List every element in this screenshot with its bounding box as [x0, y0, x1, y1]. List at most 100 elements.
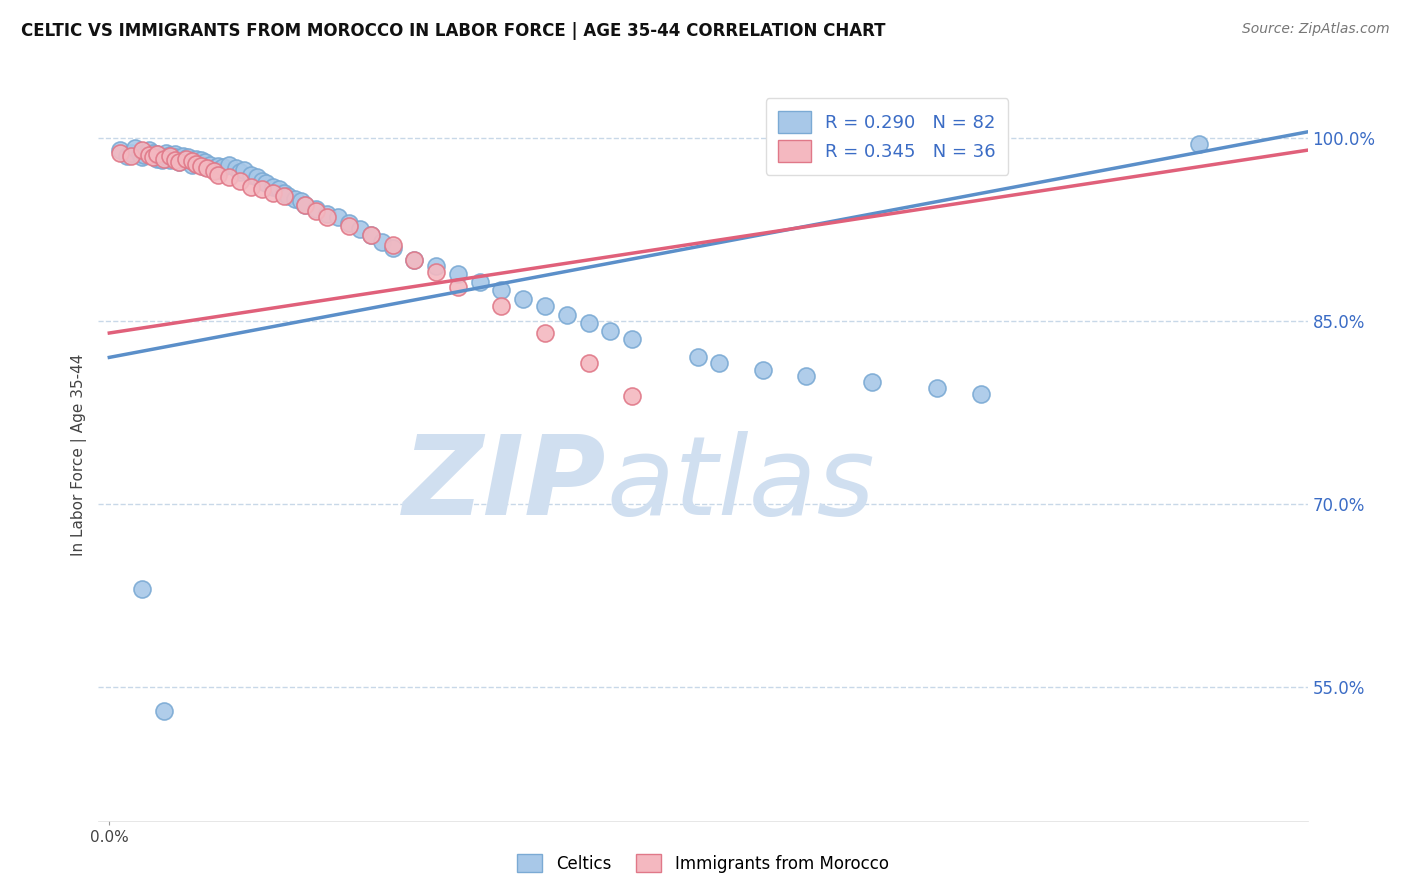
Point — [108, 143, 131, 157]
Point — [381, 238, 404, 252]
Point — [138, 143, 160, 157]
Point — [305, 204, 328, 219]
Point — [360, 228, 382, 243]
Point — [1188, 137, 1211, 152]
Point — [326, 211, 349, 225]
Point — [425, 259, 447, 273]
Point — [360, 228, 382, 243]
Point — [337, 216, 360, 230]
Point — [233, 162, 256, 177]
Point — [138, 148, 160, 162]
Point — [269, 182, 291, 196]
Point — [131, 582, 153, 596]
Point — [195, 161, 218, 176]
Point — [425, 265, 447, 279]
Point — [262, 179, 284, 194]
Point — [447, 279, 470, 293]
Point — [142, 145, 165, 160]
Point — [229, 174, 252, 188]
Point — [128, 146, 150, 161]
Point — [159, 149, 181, 163]
Y-axis label: In Labor Force | Age 35-44: In Labor Force | Age 35-44 — [72, 354, 87, 556]
Point — [115, 149, 138, 163]
Point — [198, 158, 221, 172]
Point — [120, 145, 142, 160]
Point — [190, 153, 212, 167]
Point — [277, 189, 299, 203]
Point — [294, 198, 316, 212]
Point — [146, 146, 169, 161]
Text: ZIP: ZIP — [402, 431, 606, 538]
Point — [207, 159, 229, 173]
Point — [120, 149, 142, 163]
Point — [381, 241, 404, 255]
Point — [155, 145, 177, 160]
Point — [305, 202, 328, 216]
Legend: R = 0.290   N = 82, R = 0.345   N = 36: R = 0.290 N = 82, R = 0.345 N = 36 — [765, 98, 1008, 175]
Legend: Celtics, Immigrants from Morocco: Celtics, Immigrants from Morocco — [510, 847, 896, 880]
Point — [218, 158, 240, 172]
Point — [167, 152, 190, 166]
Point — [262, 186, 284, 200]
Point — [152, 704, 174, 718]
Point — [927, 381, 949, 395]
Point — [211, 160, 233, 174]
Text: atlas: atlas — [606, 431, 875, 538]
Point — [146, 152, 169, 166]
Point — [404, 252, 426, 267]
Point — [172, 149, 194, 163]
Point — [186, 152, 208, 166]
Point — [349, 222, 371, 236]
Point — [124, 141, 146, 155]
Point — [186, 156, 208, 170]
Point — [239, 179, 262, 194]
Point — [250, 174, 273, 188]
Point — [239, 168, 262, 182]
Text: CELTIC VS IMMIGRANTS FROM MOROCCO IN LABOR FORCE | AGE 35-44 CORRELATION CHART: CELTIC VS IMMIGRANTS FROM MOROCCO IN LAB… — [21, 22, 886, 40]
Point — [316, 206, 339, 220]
Point — [316, 211, 339, 225]
Point — [202, 161, 225, 176]
Point — [150, 153, 173, 167]
Point — [181, 158, 204, 172]
Point — [142, 149, 165, 163]
Point — [229, 165, 252, 179]
Point — [181, 154, 204, 169]
Point — [159, 153, 181, 167]
Point — [167, 155, 190, 169]
Point — [186, 156, 208, 170]
Point — [752, 362, 775, 376]
Point — [207, 162, 229, 177]
Point — [207, 168, 229, 182]
Point — [190, 159, 212, 173]
Point — [142, 151, 165, 165]
Point — [283, 192, 305, 206]
Point — [578, 316, 600, 330]
Point — [108, 145, 131, 160]
Point — [468, 275, 491, 289]
Point — [404, 252, 426, 267]
Point — [273, 189, 295, 203]
Point — [534, 299, 557, 313]
Point — [337, 219, 360, 233]
Point — [163, 151, 186, 165]
Point — [190, 158, 212, 172]
Point — [163, 153, 186, 167]
Point — [152, 152, 174, 166]
Point — [491, 299, 513, 313]
Point — [174, 152, 197, 166]
Point — [131, 143, 153, 157]
Point — [150, 149, 173, 163]
Point — [167, 155, 190, 169]
Point — [686, 351, 709, 365]
Point — [177, 151, 200, 165]
Point — [254, 176, 277, 190]
Point — [273, 186, 295, 200]
Point — [146, 146, 169, 161]
Point — [246, 169, 269, 184]
Point — [370, 235, 392, 249]
Point — [294, 198, 316, 212]
Point — [709, 356, 731, 371]
Point — [163, 146, 186, 161]
Point — [174, 153, 197, 167]
